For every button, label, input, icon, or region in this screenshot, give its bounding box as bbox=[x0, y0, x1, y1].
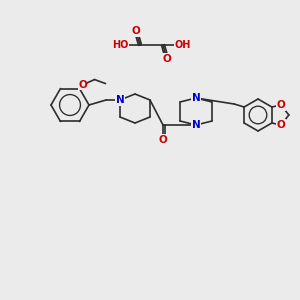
Text: O: O bbox=[163, 54, 171, 64]
Text: HO: HO bbox=[112, 40, 128, 50]
Text: O: O bbox=[277, 100, 285, 110]
Text: O: O bbox=[78, 80, 87, 89]
Text: O: O bbox=[159, 135, 167, 145]
Text: N: N bbox=[192, 120, 200, 130]
Text: O: O bbox=[277, 120, 285, 130]
Text: N: N bbox=[192, 93, 200, 103]
Text: N: N bbox=[116, 95, 124, 105]
Text: O: O bbox=[132, 26, 140, 36]
Text: OH: OH bbox=[175, 40, 191, 50]
